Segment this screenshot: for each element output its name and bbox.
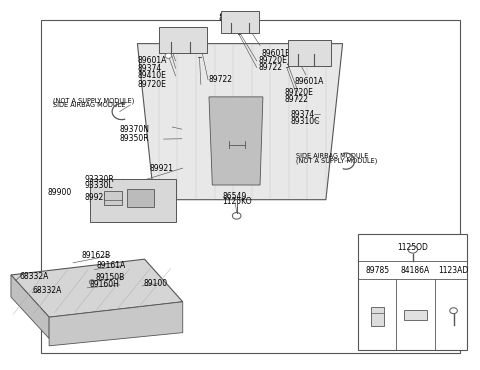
Polygon shape	[11, 275, 49, 339]
Text: 89720E: 89720E	[258, 56, 287, 65]
Bar	[104, 191, 122, 205]
Text: 89720E: 89720E	[284, 88, 313, 97]
Text: 89374: 89374	[137, 64, 162, 73]
Text: 89100: 89100	[144, 279, 168, 288]
Bar	[359, 234, 467, 350]
Text: 89925A: 89925A	[85, 193, 114, 202]
Text: 84186A: 84186A	[401, 266, 430, 275]
Text: 89370N: 89370N	[119, 125, 149, 134]
Text: 93330L: 93330L	[85, 181, 114, 190]
Text: 89722: 89722	[284, 95, 308, 104]
Polygon shape	[11, 259, 183, 317]
Text: 89601A: 89601A	[294, 77, 324, 85]
Bar	[90, 179, 176, 222]
Text: SIDE AIRBAG MODULE: SIDE AIRBAG MODULE	[53, 102, 125, 108]
Text: 89300R: 89300R	[219, 13, 256, 23]
Text: 89900: 89900	[47, 188, 72, 197]
Text: 1125OD: 1125OD	[397, 243, 428, 252]
Text: 1125KO: 1125KO	[222, 197, 252, 206]
Bar	[371, 307, 384, 326]
Text: 89162B: 89162B	[82, 251, 111, 260]
Bar	[40, 20, 459, 353]
Text: 89350R: 89350R	[119, 134, 149, 143]
Bar	[159, 27, 206, 53]
Text: 68332A: 68332A	[33, 286, 62, 295]
Text: 89374: 89374	[290, 110, 314, 119]
Polygon shape	[137, 44, 343, 200]
Text: SIDE AIRBAG MODULE: SIDE AIRBAG MODULE	[296, 152, 369, 159]
Polygon shape	[49, 302, 183, 346]
Text: 1123AD: 1123AD	[438, 266, 468, 275]
Text: (NOT A SUPPLY MODULE): (NOT A SUPPLY MODULE)	[53, 97, 134, 104]
Text: 86549: 86549	[222, 192, 247, 201]
Bar	[127, 189, 154, 207]
Text: 89722: 89722	[258, 63, 282, 72]
Text: 68332A: 68332A	[20, 272, 49, 280]
Text: 89160H: 89160H	[90, 280, 120, 289]
Text: 89785: 89785	[365, 266, 389, 275]
Polygon shape	[209, 97, 263, 185]
Text: 89601A: 89601A	[137, 56, 167, 65]
Text: 89310C: 89310C	[290, 117, 320, 126]
Bar	[404, 310, 427, 320]
Text: 89150B: 89150B	[96, 273, 125, 282]
Text: 89161A: 89161A	[97, 261, 126, 270]
Text: 93330R: 93330R	[85, 175, 115, 184]
Text: 89601E: 89601E	[262, 49, 290, 58]
Circle shape	[165, 53, 172, 58]
Bar	[221, 11, 259, 33]
Text: 89722: 89722	[209, 75, 233, 84]
Text: 89921: 89921	[149, 164, 173, 173]
Text: 89720E: 89720E	[137, 80, 166, 89]
Text: 89410E: 89410E	[137, 71, 166, 80]
Text: (NOT A SUPPLY MODULE): (NOT A SUPPLY MODULE)	[296, 158, 378, 164]
Bar	[288, 40, 331, 65]
